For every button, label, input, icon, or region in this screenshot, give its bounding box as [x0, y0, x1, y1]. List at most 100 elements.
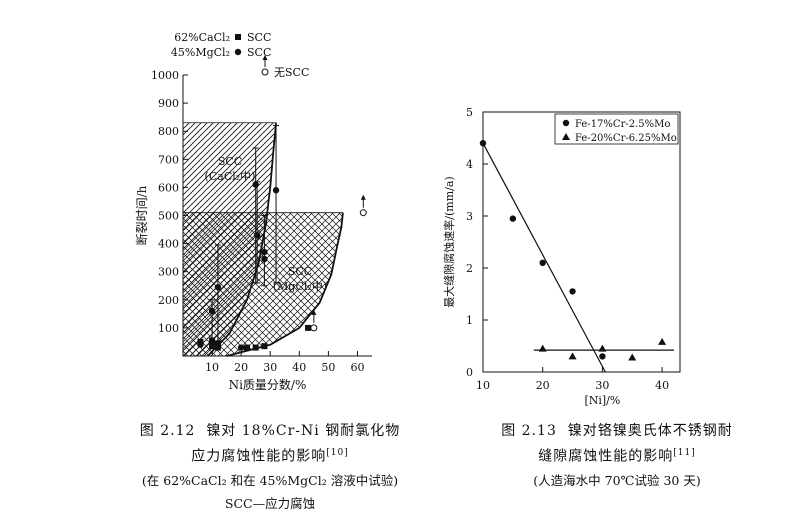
reference-mark: [11] [673, 448, 696, 458]
y-tick-label: 0 [466, 366, 473, 379]
scc-region-fill [183, 122, 277, 357]
x-tick-label: 10 [476, 379, 490, 392]
x-tick-label: 40 [292, 361, 306, 374]
y-tick-label: 200 [158, 294, 179, 307]
data-point [261, 255, 268, 263]
legend-label: Fe-20%Cr-6.25%Mo [575, 133, 677, 144]
y-axis-label: 最大缝隙腐蚀速率/(mm/a) [442, 176, 456, 307]
x-axis-label: Ni质量分数/% [229, 377, 307, 392]
data-point [272, 187, 280, 194]
chart-fig-2-12: 100 200 300 400 500 600 700 800 900 1000 10 20 30 40 5… [134, 31, 372, 392]
data-point [214, 283, 222, 291]
data-point [569, 288, 576, 295]
y-tick-label: 900 [158, 97, 179, 110]
data-point [252, 181, 259, 188]
legend-marker [234, 48, 242, 56]
data-point [214, 340, 221, 347]
x-tick-label: 20 [234, 361, 248, 374]
data-point [261, 248, 268, 256]
data-point [197, 341, 204, 348]
runout-arrow-head [360, 194, 366, 200]
chart-axes: 100 200 300 400 500 600 700 800 900 1000 10 20 30 40 5… [134, 69, 372, 392]
y-tick-label: 2 [466, 262, 473, 275]
data-point [252, 344, 259, 351]
caption-line-2: 缝隙腐蚀性能的影响 [538, 448, 674, 465]
data-point [214, 344, 221, 351]
caption-title: 图 2.13 镍对铬镍奥氏体不锈钢耐 [452, 420, 782, 442]
x-tick-label: 40 [655, 379, 669, 392]
data-point [237, 344, 245, 351]
caption-title-line-2: 缝隙腐蚀性能的影响[11] [452, 442, 782, 468]
y-tick-label: 400 [158, 238, 179, 251]
data-point [209, 343, 216, 350]
data-point [209, 337, 216, 344]
x-tick-label: 60 [350, 361, 364, 374]
x-tick-label: 30 [263, 361, 277, 374]
chart-marks [479, 140, 675, 373]
legend-arrow-head [262, 55, 268, 60]
caption-footnote: SCC—应力腐蚀 [224, 495, 316, 511]
chart-labels: Fe-17%Cr-2.5%Mo Fe-20%Cr-6.25%Mo [554, 113, 679, 145]
data-point [658, 337, 667, 345]
legend-marker [562, 119, 570, 127]
figure-caption-2-13: 图 2.13 镍对铬镍奥氏体不锈钢耐 缝隙腐蚀性能的影响[11] (人造海水中 … [452, 420, 782, 491]
y-tick-label: 800 [158, 125, 179, 138]
chart-marks [197, 125, 367, 351]
legend-box [554, 113, 679, 145]
y-tick-label: 4 [466, 158, 473, 171]
caption-line-1: 镍对 18%Cr-Ni 钢耐氯化物 [206, 423, 401, 439]
data-point [359, 209, 367, 217]
data-point [628, 353, 637, 361]
region-label: (MgCl₂中) [273, 280, 327, 293]
chart-labels: SCC (CaCl₂中) SCC (MgCl₂中) 62%CaCl₂ SCC 45%MgCl… [171, 31, 327, 293]
x-tick-label: 20 [536, 379, 550, 392]
data-point [208, 307, 216, 315]
figure-label: 图 2.13 [501, 423, 557, 439]
region-label: (CaCl₂中) [205, 170, 256, 183]
legend-label: Fe-17%Cr-2.5%Mo [575, 119, 670, 130]
data-point [538, 344, 547, 352]
caption-note: (在 62%CaCl₂ 和在 45%MgCl₂ 溶液中试验) [141, 472, 399, 488]
y-tick-label: 300 [158, 266, 179, 279]
data-point [568, 352, 577, 360]
figure-caption-2-12: 图 2.12 镍对 18%Cr-Ni 钢耐氯化物 应力腐蚀性能的影响[10] (… [120, 420, 420, 514]
y-tick-label: 600 [158, 181, 179, 194]
y-tick-label: 500 [158, 210, 179, 223]
legend-solution: 62%CaCl₂ [174, 31, 230, 44]
legend-label: SCC [247, 46, 271, 59]
legend-marker [562, 133, 570, 140]
y-axis-label: 断裂时间/h [134, 185, 149, 245]
trend-line [482, 142, 606, 373]
reference-mark: [10] [326, 448, 349, 458]
legend-solution: 45%MgCl₂ [171, 46, 230, 59]
legend-label: 无SCC [274, 66, 309, 79]
figure-label: 图 2.12 [139, 423, 196, 439]
caption-title: 图 2.12 镍对 18%Cr-Ni 钢耐氯化物 [120, 420, 420, 442]
data-point [310, 324, 318, 332]
legend-marker [261, 68, 269, 76]
caption-note: (人造海水中 70℃试验 30 天) [533, 472, 701, 488]
data-point [599, 353, 606, 360]
data-point [479, 140, 487, 147]
caption-title-line-2: 应力腐蚀性能的影响[10] [120, 442, 420, 468]
scc-regions [183, 122, 344, 357]
chart-axes: 0 1 2 3 4 5 10 20 30 40 [Ni]/% 最大缝隙腐蚀速率/(mm/a) [442, 106, 681, 407]
data-point [305, 324, 312, 331]
y-tick-label: 5 [466, 106, 473, 119]
y-tick-label: 3 [466, 210, 473, 223]
data-point [598, 344, 607, 352]
data-point [243, 344, 250, 351]
data-point [253, 231, 261, 239]
plot-frame [482, 111, 681, 373]
y-tick-label: 1000 [151, 69, 179, 82]
data-point [539, 259, 546, 266]
x-tick-label: 30 [595, 379, 609, 392]
data-point [509, 215, 517, 222]
data-point [261, 343, 268, 350]
axis-lines [182, 75, 372, 357]
x-axis-label: [Ni]/% [584, 394, 620, 407]
region-label: SCC [288, 265, 312, 278]
scc-region-boundary [226, 212, 344, 357]
scc-region-boundary [207, 122, 277, 357]
x-tick-label: 50 [321, 361, 335, 374]
